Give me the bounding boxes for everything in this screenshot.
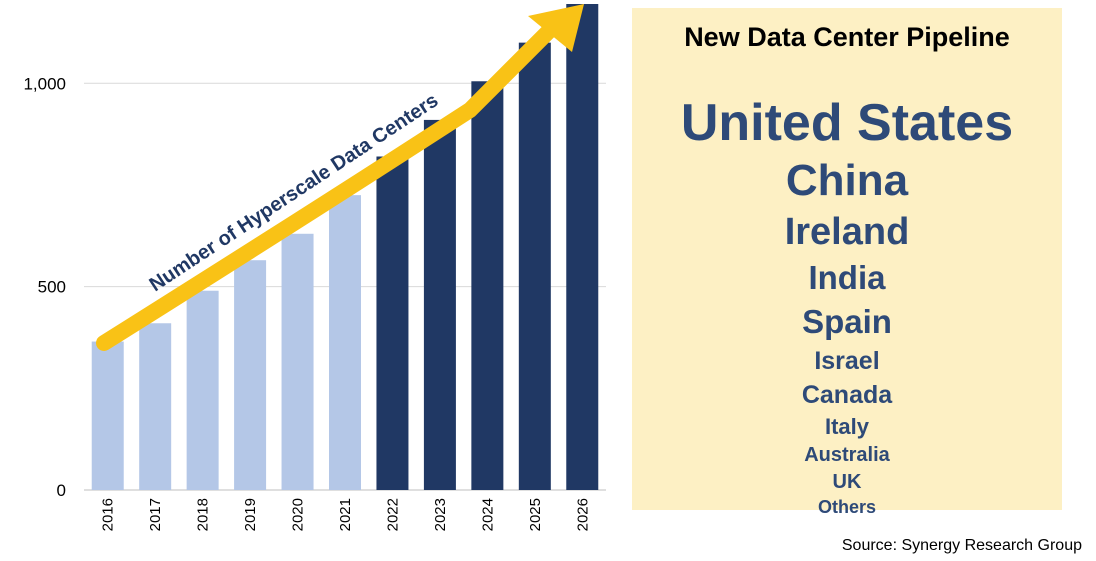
bars <box>91 4 599 491</box>
country-item: United States <box>680 94 1014 152</box>
x-tick-label: 2017 <box>147 498 164 531</box>
x-tick-label: 2026 <box>574 498 591 531</box>
country-item: Ireland <box>784 211 910 253</box>
x-tick-label: 2019 <box>242 498 259 531</box>
bar-2025 <box>518 42 551 490</box>
bar-2020 <box>281 233 314 491</box>
pipeline-panel: New Data Center Pipeline United States Ch… <box>632 8 1062 517</box>
bar-2019 <box>234 260 267 490</box>
bar-2024 <box>471 81 504 490</box>
country-item: Spain <box>802 303 892 340</box>
y-tick-label: 1,000 <box>23 74 66 93</box>
x-tick-label: 2016 <box>100 498 117 531</box>
country-item: Canada <box>801 381 893 409</box>
y-tick-label: 0 <box>57 481 66 500</box>
x-tick-label: 2023 <box>432 498 449 531</box>
bar-2023 <box>423 119 456 490</box>
country-list: United States China Ireland India Spain Israe… <box>632 92 1062 520</box>
x-tick-label: 2021 <box>337 498 354 531</box>
country-item: Italy <box>824 414 870 439</box>
country-item: India <box>808 259 886 296</box>
x-tick-label: 2024 <box>479 498 496 531</box>
x-tick-label: 2025 <box>527 498 544 531</box>
pipeline-title: New Data Center Pipeline <box>684 22 1010 52</box>
growth-arrow-shaft <box>96 20 560 351</box>
growth-arrow-head <box>528 4 584 52</box>
country-item: Israel <box>814 347 880 375</box>
country-item: China <box>785 156 909 205</box>
x-axis-ticks: 2016 2017 2018 2019 2020 2021 2022 2023 2024 2025… <box>100 498 592 531</box>
country-item: Others <box>817 497 877 517</box>
bar-2022 <box>376 156 409 490</box>
country-item: Australia <box>804 444 890 466</box>
source-note: Source: Synergy Research Group <box>841 537 1082 554</box>
bar-2021 <box>329 195 361 491</box>
y-axis-ticks: 0 500 1,000 <box>23 74 66 500</box>
bar-2016 <box>91 341 124 490</box>
x-tick-label: 2018 <box>195 498 212 531</box>
x-tick-label: 2020 <box>290 498 307 531</box>
country-item: UK <box>832 471 862 493</box>
bar-2018 <box>186 290 219 490</box>
x-tick-label: 2022 <box>384 498 401 531</box>
bar-2017 <box>139 323 172 490</box>
bar-2026 <box>566 4 599 490</box>
y-tick-label: 500 <box>38 278 66 297</box>
